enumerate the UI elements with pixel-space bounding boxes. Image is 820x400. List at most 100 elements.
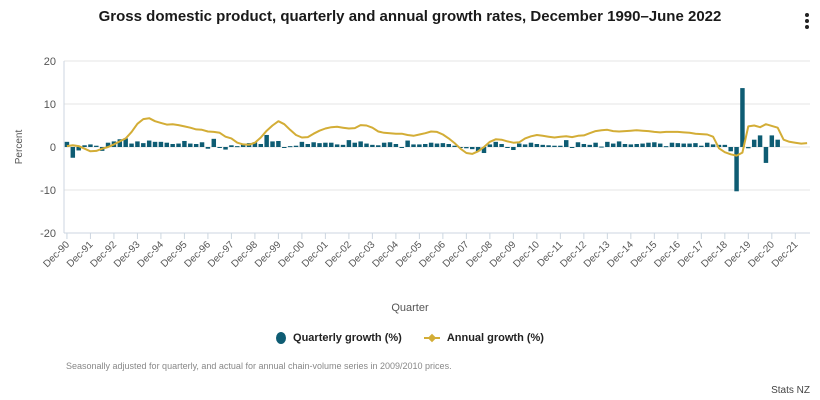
annual-growth-line <box>66 117 808 157</box>
quarterly-bar <box>117 139 123 147</box>
quarterly-bar <box>464 147 469 149</box>
quarterly-bar <box>470 147 475 150</box>
quarterly-bar <box>428 142 434 147</box>
quarterly-bar <box>751 139 757 147</box>
quarterly-bar <box>305 143 311 147</box>
quarterly-bar <box>170 143 175 147</box>
quarterly-bar <box>734 147 739 192</box>
quarterly-bar <box>563 140 569 147</box>
quarterly-bar <box>405 140 410 147</box>
quarterly-bar <box>146 140 152 147</box>
quarterly-bar <box>704 142 710 147</box>
quarterly-bar <box>329 142 334 147</box>
legend: Quarterly growth (%) Annual growth (%) <box>0 332 820 344</box>
quarterly-bar <box>323 142 328 147</box>
circle-marker-icon <box>276 332 287 344</box>
quarterly-bar <box>199 142 205 147</box>
chart-title: Gross domestic product, quarterly and an… <box>98 8 722 25</box>
quarterly-bar <box>610 143 616 147</box>
y-tick-label: -10 <box>40 185 56 197</box>
quarterly-bar <box>282 147 287 148</box>
quarterly-bar <box>716 144 722 147</box>
quarterly-bar <box>76 147 81 151</box>
quarterly-bar <box>94 145 99 147</box>
quarterly-bar <box>82 145 87 147</box>
quarterly-bar <box>188 143 193 147</box>
quarterly-bar <box>270 141 275 147</box>
quarterly-bar <box>775 139 780 147</box>
quarterly-bar <box>699 145 704 147</box>
quarterly-bar <box>299 141 305 147</box>
quarterly-bar <box>293 145 299 147</box>
quarterly-bar <box>475 147 481 152</box>
quarterly-bar <box>693 143 698 147</box>
quarterly-bar <box>569 147 575 148</box>
quarterly-bar <box>135 141 140 147</box>
quarterly-bar <box>552 145 557 147</box>
quarterly-bar <box>235 146 240 148</box>
quarterly-bar <box>334 144 340 147</box>
quarterly-bar <box>229 145 234 147</box>
quarterly-bar <box>352 142 357 147</box>
quarterly-bar <box>364 143 369 147</box>
quarterly-bar <box>634 143 639 147</box>
quarterly-bar <box>176 143 181 147</box>
quarterly-bar <box>605 141 610 147</box>
y-tick-label: 20 <box>44 56 56 68</box>
line-diamond-marker-icon <box>423 334 440 342</box>
quarterly-bar <box>193 143 199 147</box>
quarterly-bar <box>740 88 745 147</box>
y-axis-label: Percent <box>14 130 25 165</box>
quarterly-bar <box>417 144 422 147</box>
quarterly-bar <box>164 142 170 147</box>
quarterly-bar <box>387 142 393 147</box>
quarterly-bar <box>616 141 622 147</box>
quarterly-bar <box>376 145 381 147</box>
quarterly-bar <box>663 146 669 148</box>
y-tick-label: 0 <box>50 142 56 154</box>
quarterly-bar <box>346 140 352 147</box>
quarterly-bar <box>399 147 404 148</box>
source-credit: Stats NZ <box>771 385 810 396</box>
quarterly-bar <box>646 142 651 147</box>
legend-item-annual[interactable]: Annual growth (%) <box>423 332 544 344</box>
quarterly-bar <box>722 144 728 147</box>
quarterly-bar <box>487 144 493 147</box>
quarterly-bar <box>223 147 228 150</box>
quarterly-bar <box>105 142 111 147</box>
quarterly-bar <box>652 142 657 147</box>
quarterly-bar <box>763 147 769 163</box>
quarterly-bar <box>681 143 686 147</box>
legend-item-quarterly[interactable]: Quarterly growth (%) <box>276 332 402 344</box>
quarterly-bar <box>746 147 751 149</box>
quarterly-bar <box>669 142 675 147</box>
quarterly-bar <box>264 134 269 147</box>
quarterly-bar <box>258 143 264 147</box>
quarterly-bar <box>575 142 581 147</box>
quarterly-bar <box>182 140 187 147</box>
quarterly-bar <box>64 141 70 147</box>
quarterly-bar <box>88 144 93 147</box>
quarterly-bar <box>587 144 592 147</box>
quarterly-bar <box>434 143 440 147</box>
legend-label: Annual growth (%) <box>446 332 544 344</box>
quarterly-bar <box>158 141 164 147</box>
quarterly-bar <box>252 142 258 147</box>
quarterly-bar <box>558 145 563 147</box>
quarterly-bar <box>423 143 428 147</box>
quarterly-bar <box>769 135 775 147</box>
quarterly-bar <box>340 144 346 147</box>
x-tick-label: Dec-21 <box>770 239 801 270</box>
quarterly-bar <box>276 140 281 147</box>
quarterly-bar <box>452 145 457 147</box>
quarterly-bar <box>534 143 540 147</box>
quarterly-bar <box>317 143 322 147</box>
x-tick-label: Dec-10 <box>511 239 542 270</box>
quarterly-bar <box>411 144 416 147</box>
quarterly-bar <box>287 146 293 148</box>
quarterly-bar <box>517 143 522 147</box>
quarterly-bar <box>393 143 399 147</box>
kebab-menu-icon[interactable] <box>800 12 814 32</box>
quarterly-bar <box>593 142 598 147</box>
